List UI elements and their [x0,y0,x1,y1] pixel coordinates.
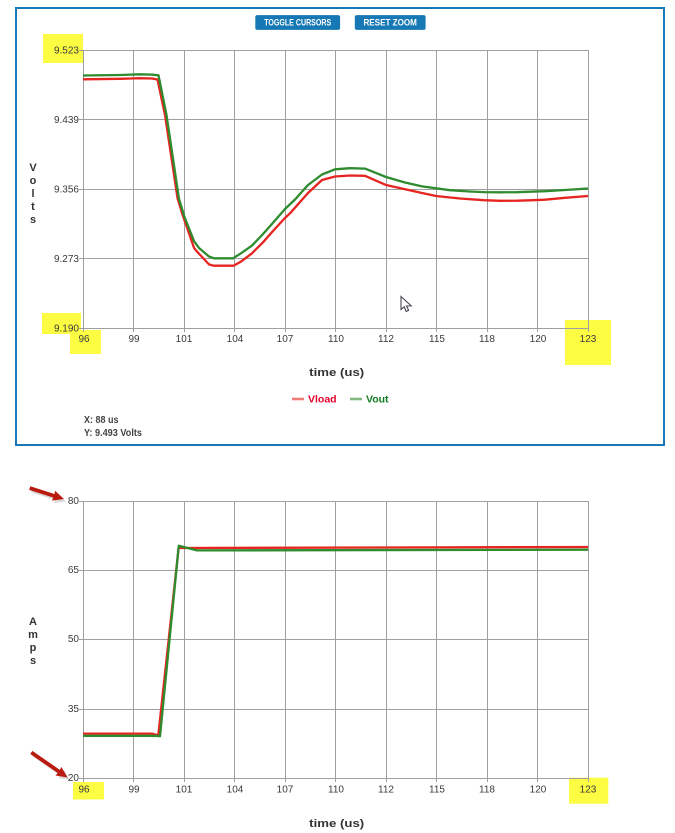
svg-text:V: V [29,162,37,174]
svg-text:118: 118 [479,785,495,796]
svg-text:107: 107 [277,785,294,796]
svg-text:9.273: 9.273 [54,254,79,265]
svg-text:115: 115 [429,785,445,796]
svg-text:9.523: 9.523 [54,46,79,57]
svg-text:50: 50 [68,634,80,645]
svg-text:p: p [30,642,37,654]
svg-text:112: 112 [378,334,394,345]
svg-text:s: s [30,655,36,667]
svg-text:time (us): time (us) [309,818,364,830]
svg-text:o: o [30,175,37,187]
svg-text:112: 112 [378,785,394,796]
svg-text:101: 101 [176,334,193,345]
svg-text:115: 115 [429,334,445,345]
svg-text:96: 96 [78,334,90,345]
svg-text:9.190: 9.190 [54,324,79,335]
svg-text:104: 104 [227,334,244,345]
svg-text:Y: 9.493 Volts: Y: 9.493 Volts [84,428,142,439]
svg-text:RESET ZOOM: RESET ZOOM [363,18,417,28]
svg-text:120: 120 [530,334,547,345]
svg-text:110: 110 [328,334,344,345]
svg-text:s: s [30,214,36,226]
svg-text:t: t [31,201,35,213]
svg-text:123: 123 [580,334,597,345]
svg-text:110: 110 [328,785,344,796]
svg-text:20: 20 [68,773,80,784]
svg-text:99: 99 [128,334,140,345]
svg-text:99: 99 [128,785,140,796]
svg-text:120: 120 [530,785,547,796]
svg-text:35: 35 [68,704,80,715]
svg-text:101: 101 [176,785,193,796]
svg-text:65: 65 [68,565,80,576]
svg-text:Vout: Vout [366,394,389,406]
svg-text:9.356: 9.356 [54,185,79,196]
svg-text:107: 107 [277,334,294,345]
svg-text:m: m [28,629,38,641]
svg-text:TOGGLE CURSORS: TOGGLE CURSORS [264,18,331,28]
svg-text:118: 118 [479,334,495,345]
svg-text:9.439: 9.439 [54,115,79,126]
svg-text:104: 104 [227,785,244,796]
svg-text:96: 96 [78,785,90,796]
svg-text:80: 80 [68,496,80,507]
svg-text:123: 123 [580,785,597,796]
svg-text:Vload: Vload [308,394,337,406]
svg-text:time (us): time (us) [309,367,364,379]
svg-text:l: l [31,188,34,200]
svg-text:A: A [29,616,37,628]
svg-text:X: 88 us: X: 88 us [84,415,119,426]
